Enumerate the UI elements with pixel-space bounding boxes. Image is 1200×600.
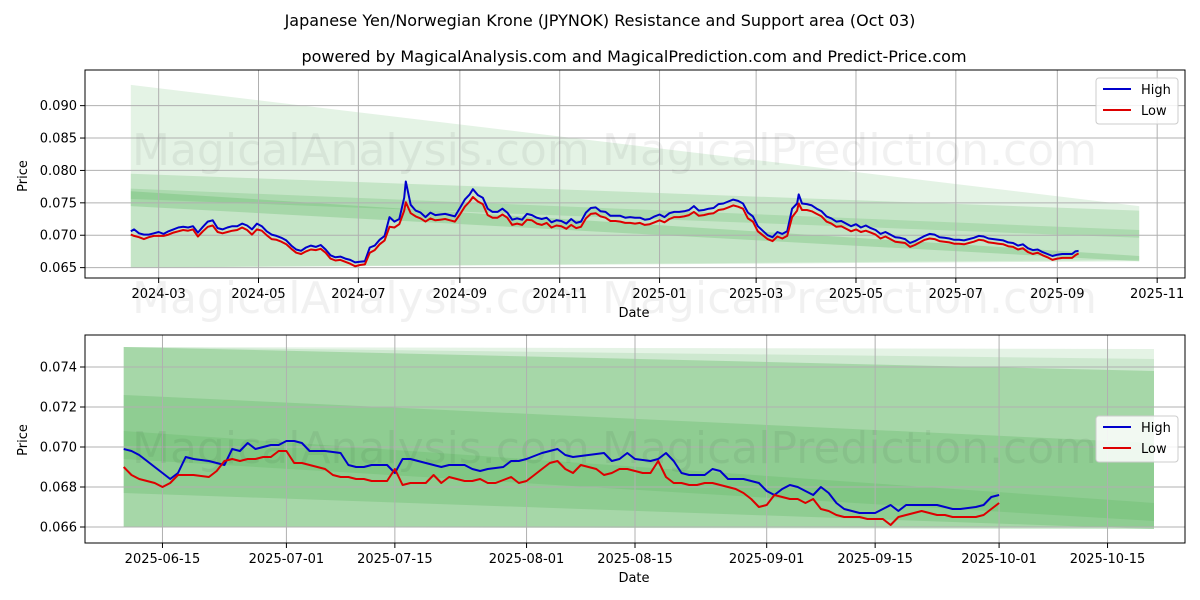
- top-y-axis-title: Price: [16, 160, 31, 192]
- top-xtick-label-5: 2025-01: [632, 287, 686, 302]
- bottom-legend: High Low: [1095, 415, 1179, 463]
- bottom-band-3: [123, 395, 1155, 529]
- top-ytick-label-1: 0.070: [40, 229, 77, 244]
- bottom-series-low: [122, 450, 1000, 526]
- top-band-0: [130, 84, 1140, 268]
- bottom-series-lines: [122, 440, 1000, 526]
- bottom-xtick-label-3: 2025-08-01: [489, 552, 565, 567]
- top-series-high: [130, 180, 1079, 264]
- bottom-ytick-label-3: 0.072: [40, 401, 77, 416]
- bottom-ytick-label-1: 0.068: [40, 481, 77, 496]
- top-ytick-label-4: 0.085: [40, 132, 77, 147]
- bottom-xtick-label-1: 2025-07-01: [249, 552, 325, 567]
- top-ytick-label-3: 0.080: [40, 164, 77, 179]
- bottom-ytick-label-4: 0.074: [40, 361, 77, 376]
- top-ytick-label-5: 0.090: [40, 99, 77, 114]
- bottom-chart-panel: MagicalAnalysis.com MagicalPrediction.co…: [16, 334, 1186, 586]
- top-xtick-label-1: 2024-05: [231, 287, 285, 302]
- bottom-xtick-label-7: 2025-10-01: [961, 552, 1037, 567]
- top-plot-frame: [84, 69, 1186, 279]
- top-xtick-label-3: 2024-09: [433, 287, 487, 302]
- top-ytick-label-0: 0.065: [40, 261, 77, 276]
- bottom-grid: [85, 335, 1185, 543]
- bottom-ytick-label-2: 0.070: [40, 441, 77, 456]
- bottom-xtick-label-0: 2025-06-15: [125, 552, 201, 567]
- watermark-analysis-top: MagicalAnalysis.com: [132, 125, 590, 176]
- top-band-2: [130, 191, 1140, 262]
- top-xtick-label-2: 2024-07: [331, 287, 385, 302]
- top-series-lines: [130, 180, 1080, 268]
- top-band-1: [130, 173, 1140, 268]
- watermark-prediction-bottom: MagicalPrediction.com: [602, 423, 1097, 474]
- top-series-low: [130, 196, 1080, 268]
- top-xtick-label-0: 2024-03: [131, 287, 185, 302]
- chart-subtitle: powered by MagicalAnalysis.com and Magic…: [301, 47, 966, 66]
- bottom-series-high: [123, 440, 1000, 514]
- top-xtick-label-6: 2025-03: [729, 287, 783, 302]
- top-xtick-label-7: 2025-05: [829, 287, 883, 302]
- watermark-analysis-mid: MagicalAnalysis.com: [132, 273, 590, 324]
- top-xtick-label-9: 2025-09: [1030, 287, 1084, 302]
- top-legend-high-label: High: [1141, 83, 1171, 98]
- bottom-xtick-label-6: 2025-09-15: [837, 552, 913, 567]
- bottom-legend-low-label: Low: [1141, 442, 1167, 457]
- top-band-3: [130, 188, 1140, 238]
- bottom-band-4: [123, 431, 1155, 521]
- bottom-xtick-label-2: 2025-07-15: [357, 552, 433, 567]
- top-legend-low-label: Low: [1141, 104, 1167, 119]
- bottom-xtick-label-5: 2025-09-01: [729, 552, 805, 567]
- watermark-analysis-bottom: MagicalAnalysis.com: [132, 423, 590, 474]
- top-legend: High Low: [1095, 77, 1179, 125]
- top-axis-ticks: 2024-03 2024-05 2024-07 2024-09 2024-11 2025-…: [40, 99, 1185, 302]
- top-chart-panel: MagicalAnalysis.com MagicalPrediction.co…: [16, 69, 1186, 324]
- bottom-band-2: [123, 347, 1155, 529]
- bottom-legend-high-label: High: [1141, 421, 1171, 436]
- bottom-axis-ticks: 2025-06-15 2025-07-01 2025-07-15 2025-08-01…: [40, 361, 1146, 568]
- chart-title: Japanese Yen/Norwegian Krone (JPYNOK) Re…: [284, 11, 916, 30]
- bottom-xtick-label-8: 2025-10-15: [1070, 552, 1146, 567]
- bottom-x-axis-title: Date: [618, 571, 649, 586]
- top-grid: [85, 70, 1185, 278]
- watermark-prediction-mid: MagicalPrediction.com: [602, 273, 1097, 324]
- bottom-xtick-label-4: 2025-08-15: [597, 552, 673, 567]
- top-xtick-label-10: 2025-11: [1130, 287, 1184, 302]
- watermark-prediction-top: MagicalPrediction.com: [602, 125, 1097, 176]
- bottom-ytick-label-0: 0.066: [40, 521, 77, 536]
- top-ytick-label-2: 0.075: [40, 196, 77, 211]
- top-xtick-label-8: 2025-07: [929, 287, 983, 302]
- top-band-layer: [130, 84, 1140, 268]
- top-xtick-label-4: 2024-11: [533, 287, 587, 302]
- bottom-y-axis-title: Price: [16, 424, 31, 456]
- top-x-axis-title: Date: [618, 306, 649, 321]
